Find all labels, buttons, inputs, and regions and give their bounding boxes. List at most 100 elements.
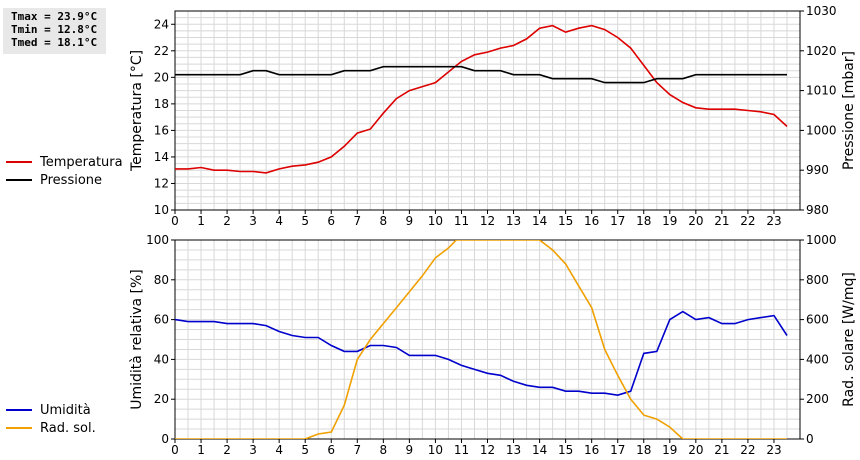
bottom-x-tick-label: 13 — [506, 443, 521, 457]
top-x-tick-label: 13 — [506, 214, 521, 228]
bottom-x-tick-label: 21 — [714, 443, 729, 457]
top-y2-tick-label: 1000 — [806, 123, 837, 137]
bottom-x-tick-label: 17 — [610, 443, 625, 457]
bottom-x-tick-label: 18 — [636, 443, 651, 457]
bottom-y2-tick-label: 800 — [806, 273, 829, 287]
series-line-temperatura — [175, 24, 788, 174]
legend-swatch-temperatura — [6, 161, 32, 163]
top-y-tick-label: 10 — [154, 203, 169, 217]
top-x-tick-label: 7 — [353, 214, 361, 228]
top-x-tick-label: 23 — [766, 214, 781, 228]
bottom-x-tick-label: 8 — [380, 443, 388, 457]
bottom-x-tick-label: 2 — [223, 443, 231, 457]
top-x-tick-label: 12 — [480, 214, 495, 228]
bottom-y2-tick-label: 400 — [806, 352, 829, 366]
top-y2-tick-label: 1020 — [806, 44, 837, 58]
top-y2-tick-label: 990 — [806, 163, 829, 177]
bottom-y-tick-label: 40 — [154, 352, 169, 366]
bottom-y-tick-label: 100 — [146, 233, 169, 247]
bottom-x-tick-label: 11 — [454, 443, 469, 457]
stats-box: Tmax = 23.9°C Tmin = 12.8°C Tmed = 18.1°… — [3, 8, 106, 54]
series-line-rad-sol — [175, 240, 787, 439]
legend-label-radsol: Rad. sol. — [40, 420, 96, 436]
legend-label-pressione: Pressione — [40, 172, 103, 188]
top-y-tick-label: 14 — [154, 150, 169, 164]
bottom-x-tick-label: 23 — [766, 443, 781, 457]
series-line-umidit — [175, 310, 788, 397]
bottom-x-tick-label: 5 — [301, 443, 309, 457]
top-x-tick-label: 14 — [532, 214, 547, 228]
bottom-y2-tick-label: 200 — [806, 392, 829, 406]
legend-item-temperatura: Temperatura — [6, 153, 123, 171]
bottom-x-tick-label: 22 — [740, 443, 755, 457]
bottom-y2-tick-label: 1000 — [806, 233, 837, 247]
top-x-tick-label: 17 — [610, 214, 625, 228]
bottom-x-tick-label: 9 — [406, 443, 414, 457]
top-x-tick-label: 22 — [740, 214, 755, 228]
top-y-tick-label: 18 — [154, 97, 169, 111]
top-y-tick-label: 16 — [154, 123, 169, 137]
tmed-label: Tmed = 18.1°C — [11, 36, 98, 49]
legend-item-pressione: Pressione — [6, 171, 123, 189]
top-x-tick-label: 8 — [380, 214, 388, 228]
top-x-tick-label: 15 — [558, 214, 573, 228]
top-x-tick-label: 16 — [584, 214, 599, 228]
top-y2-tick-label: 1030 — [806, 4, 837, 18]
top-ylabel: Temperatura [°C] — [129, 50, 145, 172]
top-x-tick-label: 3 — [249, 214, 257, 228]
bottom-x-tick-label: 4 — [275, 443, 283, 457]
top-x-tick-label: 2 — [223, 214, 231, 228]
top-y-tick-label: 12 — [154, 176, 169, 190]
bottom-x-tick-label: 20 — [688, 443, 703, 457]
legend-swatch-pressione — [6, 179, 32, 181]
legend-item-umidita: Umidità — [6, 401, 96, 419]
bottom-y2label: Rad. solare [W/mq] — [841, 272, 857, 407]
legend-swatch-radsol — [6, 427, 32, 429]
bottom-y-tick-label: 20 — [154, 392, 169, 406]
bottom-ylabel: Umidità relativa [%] — [129, 269, 145, 410]
legend-label-umidita: Umidità — [40, 402, 91, 418]
legend-swatch-umidita — [6, 409, 32, 411]
bottom-x-tick-label: 16 — [584, 443, 599, 457]
legend-label-temperatura: Temperatura — [40, 154, 123, 170]
series-line-pressione — [175, 65, 787, 84]
top-x-tick-label: 11 — [454, 214, 469, 228]
legend-item-radsol: Rad. sol. — [6, 419, 96, 437]
top-x-tick-label: 4 — [275, 214, 283, 228]
legend-bottom: Umidità Rad. sol. — [6, 401, 96, 437]
bottom-x-tick-label: 15 — [558, 443, 573, 457]
bottom-x-tick-label: 19 — [662, 443, 677, 457]
bottom-y-tick-label: 80 — [154, 273, 169, 287]
top-x-tick-label: 21 — [714, 214, 729, 228]
top-y2-tick-label: 1010 — [806, 84, 837, 98]
top-x-tick-label: 19 — [662, 214, 677, 228]
bottom-x-tick-label: 6 — [327, 443, 335, 457]
bottom-x-tick-label: 12 — [480, 443, 495, 457]
bottom-x-tick-label: 0 — [171, 443, 179, 457]
top-y-tick-label: 20 — [154, 70, 169, 84]
top-y-tick-label: 22 — [154, 44, 169, 58]
top-x-tick-label: 9 — [406, 214, 414, 228]
bottom-y2-tick-label: 0 — [806, 432, 814, 446]
bottom-y-tick-label: 60 — [154, 313, 169, 327]
bottom-x-tick-label: 1 — [197, 443, 205, 457]
legend-top: Temperatura Pressione — [6, 153, 123, 189]
top-x-tick-label: 0 — [171, 214, 179, 228]
top-x-tick-label: 18 — [636, 214, 651, 228]
top-x-tick-label: 1 — [197, 214, 205, 228]
bottom-y2-tick-label: 600 — [806, 313, 829, 327]
top-y-tick-label: 24 — [154, 17, 169, 31]
bottom-x-tick-label: 10 — [428, 443, 443, 457]
bottom-x-tick-label: 14 — [532, 443, 547, 457]
top-x-tick-label: 20 — [688, 214, 703, 228]
tmax-label: Tmax = 23.9°C — [11, 10, 98, 23]
tmin-label: Tmin = 12.8°C — [11, 23, 98, 36]
top-x-tick-label: 10 — [428, 214, 443, 228]
bottom-x-tick-label: 7 — [353, 443, 361, 457]
top-y2-tick-label: 980 — [806, 203, 829, 217]
top-x-tick-label: 6 — [327, 214, 335, 228]
bottom-x-tick-label: 3 — [249, 443, 257, 457]
top-y2label: Pressione [mbar] — [841, 51, 857, 170]
top-x-tick-label: 5 — [301, 214, 309, 228]
